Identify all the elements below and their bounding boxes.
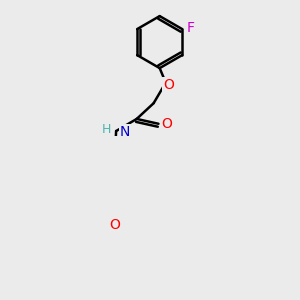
Text: O: O [110, 218, 120, 232]
Text: O: O [163, 78, 174, 92]
Text: H: H [102, 123, 111, 136]
Text: N: N [120, 125, 130, 139]
Text: O: O [161, 117, 172, 131]
Text: F: F [187, 21, 195, 35]
